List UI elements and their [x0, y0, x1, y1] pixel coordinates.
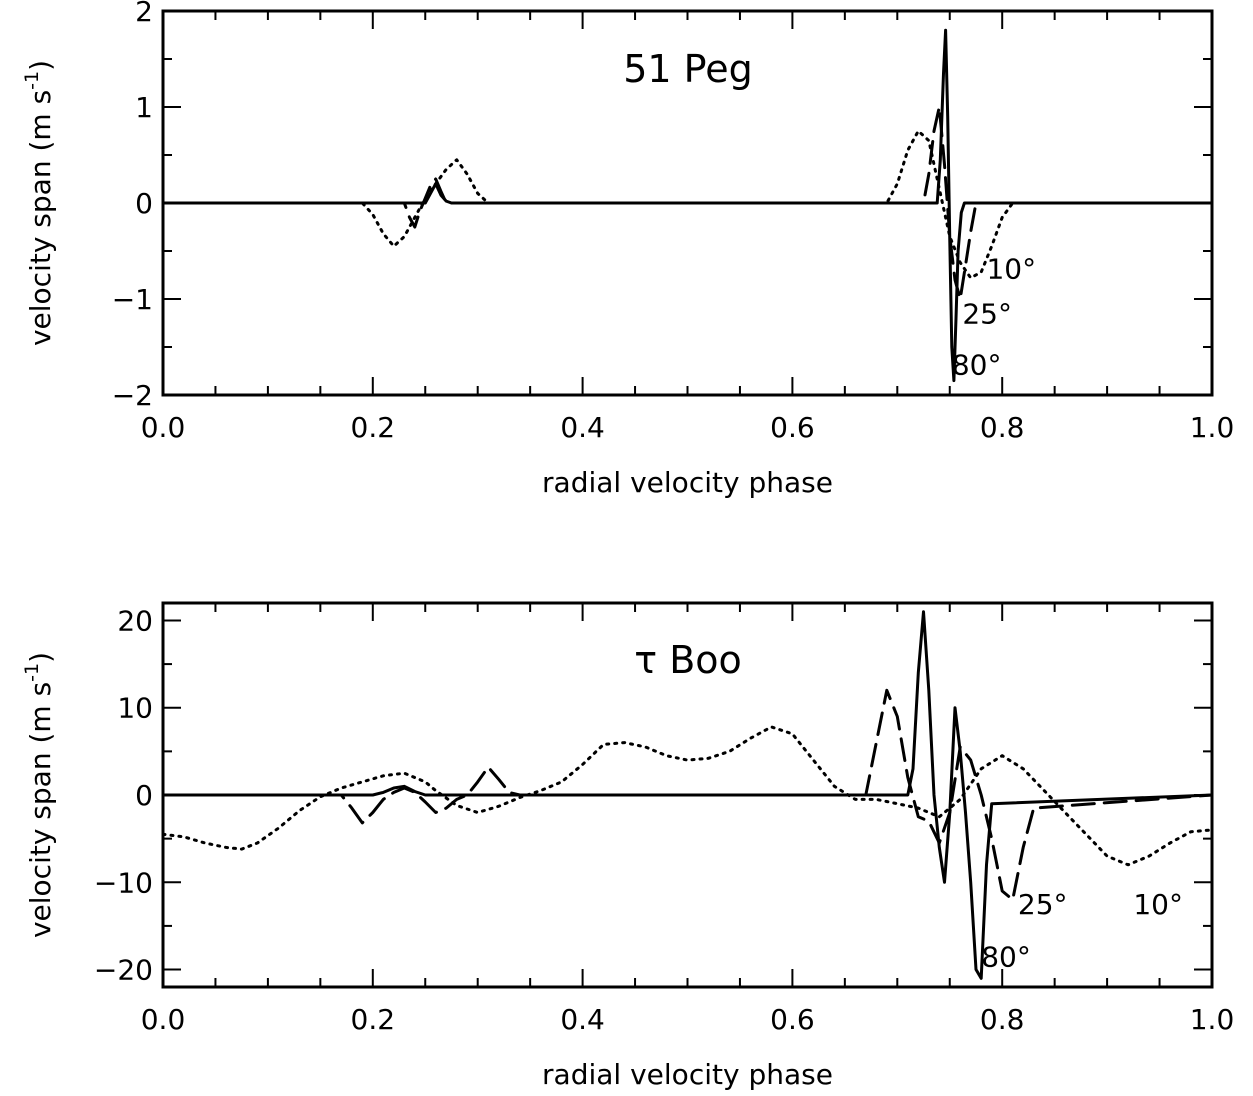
panel-tau-boo: 0.0 0.2 0.4 0.6 0.8 1.0 −20 −10 0 10 20 τ Boo radi… — [21, 601, 1234, 1091]
tick-layer-51-peg: 0.0 0.2 0.4 0.6 0.8 1.0 −2 −1 0 1 2 — [112, 0, 1235, 444]
tick-layer-tau-boo: 0.0 0.2 0.4 0.6 0.8 1.0 −20 −10 0 10 20 — [94, 603, 1234, 1036]
series-layer-tau-boo — [161, 610, 1214, 980]
series-layer-51-peg — [161, 28, 1214, 383]
series-line-solid — [161, 28, 1214, 383]
x-tick-label: 0.6 — [770, 1003, 815, 1036]
y-tick-label: 2 — [135, 0, 153, 28]
inclination-label: 80° — [981, 940, 1031, 973]
y-axis-label-superscript: -1 — [21, 71, 43, 90]
inclination-label: 10° — [1133, 888, 1183, 921]
y-tick-label: 0 — [135, 187, 153, 220]
x-tick-label: 0.2 — [351, 1003, 396, 1036]
x-axis-label-51-peg: radial velocity phase — [542, 466, 833, 499]
inclination-label: 25° — [1018, 888, 1068, 921]
y-axis-label-close: ) — [24, 60, 57, 71]
x-tick-label: 0.0 — [141, 411, 186, 444]
x-tick-label: 0.2 — [351, 411, 396, 444]
y-tick-label: 0 — [135, 779, 153, 812]
x-tick-label: 0.8 — [980, 1003, 1025, 1036]
series-line-dashed — [161, 105, 1214, 301]
x-tick-label: 0.4 — [560, 1003, 605, 1036]
annotation-layer-51-peg: 10° 25° 80° — [952, 252, 1036, 381]
annotation-layer-tau-boo: 25° 10° 80° — [981, 888, 1183, 973]
y-axis-label-superscript: -1 — [21, 663, 43, 682]
y-tick-label: −1 — [112, 283, 153, 316]
series-line-dotted — [161, 129, 1214, 280]
y-tick-label: 20 — [117, 604, 153, 637]
inclination-label: 80° — [952, 348, 1002, 381]
y-tick-label: 10 — [117, 692, 153, 725]
chart-title-51-peg: 51 Peg — [623, 47, 753, 91]
chart-title-tau-boo: τ Boo — [634, 638, 742, 682]
inclination-label: 10° — [986, 252, 1036, 285]
series-line-dotted — [161, 725, 1214, 867]
y-axis-label-close: ) — [24, 652, 57, 663]
y-axis-label-tau-boo: velocity span (m s-1) — [21, 652, 57, 938]
y-axis-label-main: velocity span (m s — [24, 90, 57, 346]
x-tick-label: 0.6 — [770, 411, 815, 444]
y-tick-label: 1 — [135, 91, 153, 124]
x-tick-label: 0.4 — [560, 411, 605, 444]
inclination-label: 25° — [962, 297, 1012, 330]
series-line-solid — [161, 610, 1214, 980]
x-tick-label: 1.0 — [1190, 411, 1235, 444]
panel-51-peg: 0.0 0.2 0.4 0.6 0.8 1.0 −2 −1 0 1 2 51 Peg radial … — [21, 0, 1234, 499]
y-tick-label: −20 — [94, 954, 153, 987]
y-tick-label: −2 — [112, 379, 153, 412]
y-tick-label: −10 — [94, 866, 153, 899]
x-axis-label-tau-boo: radial velocity phase — [542, 1058, 833, 1091]
y-axis-label-main: velocity span (m s — [24, 682, 57, 938]
x-tick-label: 0.0 — [141, 1003, 186, 1036]
x-tick-label: 0.8 — [980, 411, 1025, 444]
y-axis-label-51-peg: velocity span (m s-1) — [21, 60, 57, 346]
x-tick-label: 1.0 — [1190, 1003, 1235, 1036]
